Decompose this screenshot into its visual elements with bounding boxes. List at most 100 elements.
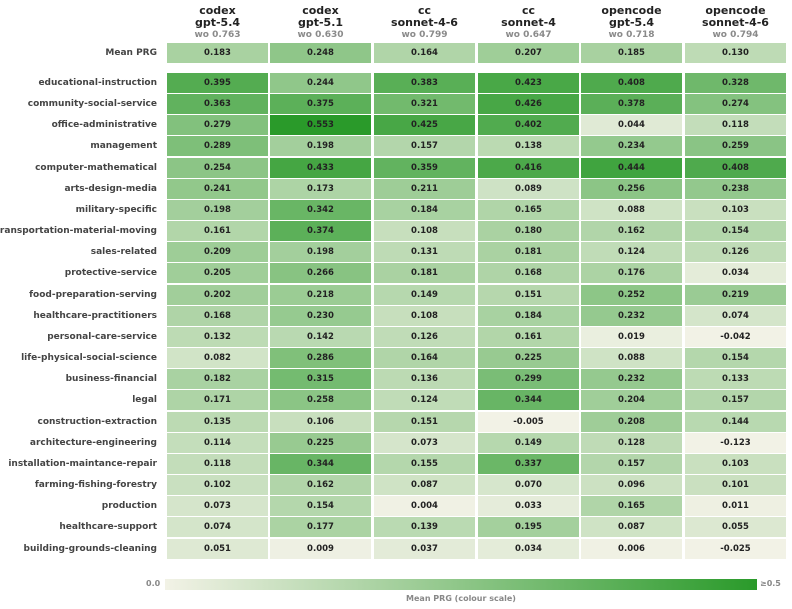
heatmap-cell: 0.124 xyxy=(374,390,475,410)
heatmap-cell: 0.211 xyxy=(374,179,475,199)
heatmap-cell: 0.142 xyxy=(270,327,371,347)
colour-scale-bar xyxy=(165,579,757,590)
heatmap-cell: 0.087 xyxy=(374,475,475,495)
heatmap-cell: 0.011 xyxy=(685,496,786,516)
row-label: protective-service xyxy=(64,267,157,278)
heatmap-cell: 0.149 xyxy=(478,433,579,453)
heatmap-cell: 0.182 xyxy=(167,369,268,389)
heatmap-cell: 0.259 xyxy=(685,136,786,156)
heatmap-cell: 0.378 xyxy=(581,94,682,114)
column-header-line1: cc xyxy=(521,4,536,17)
heatmap-cell: 0.195 xyxy=(478,517,579,537)
heatmap-cell: 0.337 xyxy=(478,454,579,474)
heatmap-cell: 0.225 xyxy=(478,348,579,368)
heatmap-cell: 0.004 xyxy=(374,496,475,516)
heatmap-cell: 0.089 xyxy=(478,179,579,199)
heatmap-cell: 0.019 xyxy=(581,327,682,347)
heatmap-cell: 0.044 xyxy=(581,115,682,135)
heatmap-cell: 0.183 xyxy=(167,43,268,63)
heatmap-cell: 0.034 xyxy=(685,263,786,283)
heatmap-cell: 0.168 xyxy=(478,263,579,283)
column-header-wo-score: wo 0.763 xyxy=(194,30,241,40)
heatmap-cell: 0.101 xyxy=(685,475,786,495)
heatmap-cell: 0.248 xyxy=(270,43,371,63)
heatmap-cell: 0.402 xyxy=(478,115,579,135)
heatmap-cell: 0.423 xyxy=(478,73,579,93)
column-header-line2: gpt-5.1 xyxy=(297,16,344,29)
column-header-line2: gpt-5.4 xyxy=(194,16,241,29)
heatmap-cell: 0.279 xyxy=(167,115,268,135)
heatmap-cell: 0.155 xyxy=(374,454,475,474)
row-label: transportation-material-moving xyxy=(0,225,157,236)
heatmap-cell: 0.553 xyxy=(270,115,371,135)
column-header-wo-score: wo 0.718 xyxy=(608,30,655,40)
column-header: opencode sonnet-4-6 wo 0.794 xyxy=(684,5,787,41)
heatmap-cell: 0.164 xyxy=(374,43,475,63)
heatmap-cell: 0.328 xyxy=(685,73,786,93)
heatmap-cell: 0.254 xyxy=(167,158,268,178)
heatmap-cell: 0.149 xyxy=(374,285,475,305)
heatmap-cell: 0.136 xyxy=(374,369,475,389)
heatmap-cell: 0.157 xyxy=(581,454,682,474)
heatmap-cell: 0.088 xyxy=(581,200,682,220)
row-label: farming-fishing-forestry xyxy=(34,479,157,490)
heatmap-cell: -0.025 xyxy=(685,539,786,559)
heatmap-cell: 0.051 xyxy=(167,539,268,559)
heatmap-cell: 0.108 xyxy=(374,306,475,326)
heatmap-cell: 0.161 xyxy=(167,221,268,241)
heatmap-cell: 0.321 xyxy=(374,94,475,114)
heatmap-cell: -0.042 xyxy=(685,327,786,347)
heatmap-cell: 0.258 xyxy=(270,390,371,410)
heatmap-cell: 0.151 xyxy=(374,412,475,432)
heatmap-cell: 0.157 xyxy=(685,390,786,410)
column-header: opencode gpt-5.4 wo 0.718 xyxy=(580,5,683,41)
heatmap-cell: 0.161 xyxy=(478,327,579,347)
heatmap-cell: 0.425 xyxy=(374,115,475,135)
heatmap-cell: 0.165 xyxy=(478,200,579,220)
column-header-line1: opencode xyxy=(601,4,662,17)
heatmap-cell: 0.124 xyxy=(581,242,682,262)
column-header-wo-score: wo 0.630 xyxy=(297,30,344,40)
heatmap-cell: 0.256 xyxy=(581,179,682,199)
heatmap-cell: 0.074 xyxy=(167,517,268,537)
heatmap-cell: 0.144 xyxy=(685,412,786,432)
heatmap-cell: 0.204 xyxy=(581,390,682,410)
heatmap-cell: 0.126 xyxy=(374,327,475,347)
heatmap-cell: 0.184 xyxy=(478,306,579,326)
heatmap-cell: -0.123 xyxy=(685,433,786,453)
heatmap-cell: 0.344 xyxy=(478,390,579,410)
column-header-line2: sonnet-4 xyxy=(501,16,556,29)
heatmap-cell: 0.180 xyxy=(478,221,579,241)
heatmap-cell: 0.244 xyxy=(270,73,371,93)
heatmap-cell: 0.444 xyxy=(581,158,682,178)
heatmap-cell: 0.034 xyxy=(478,539,579,559)
heatmap-cell: 0.207 xyxy=(478,43,579,63)
heatmap-cell: 0.205 xyxy=(167,263,268,283)
heatmap-cell: 0.433 xyxy=(270,158,371,178)
row-label: Mean PRG xyxy=(105,47,157,58)
heatmap-cell: 0.230 xyxy=(270,306,371,326)
heatmap-cell: 0.234 xyxy=(581,136,682,156)
heatmap-cell: 0.198 xyxy=(270,136,371,156)
row-label: construction-extraction xyxy=(37,416,157,427)
heatmap-cell: 0.299 xyxy=(478,369,579,389)
heatmap-cell: 0.102 xyxy=(167,475,268,495)
heatmap-cell: 0.289 xyxy=(167,136,268,156)
heatmap-cell: 0.177 xyxy=(270,517,371,537)
heatmap-cell: 0.033 xyxy=(478,496,579,516)
heatmap-cell: 0.241 xyxy=(167,179,268,199)
heatmap-cell: 0.037 xyxy=(374,539,475,559)
heatmap-cell: 0.383 xyxy=(374,73,475,93)
heatmap-cell: 0.416 xyxy=(478,158,579,178)
heatmap-cell: 0.138 xyxy=(478,136,579,156)
heatmap-cell: 0.164 xyxy=(374,348,475,368)
heatmap-cell: 0.165 xyxy=(581,496,682,516)
heatmap-cell: 0.074 xyxy=(685,306,786,326)
row-label: arts-design-media xyxy=(64,183,157,194)
heatmap-cell: 0.198 xyxy=(270,242,371,262)
heatmap-cell: 0.103 xyxy=(685,200,786,220)
heatmap-cell: 0.274 xyxy=(685,94,786,114)
row-label: military-specific xyxy=(75,204,157,215)
heatmap-cell: 0.114 xyxy=(167,433,268,453)
